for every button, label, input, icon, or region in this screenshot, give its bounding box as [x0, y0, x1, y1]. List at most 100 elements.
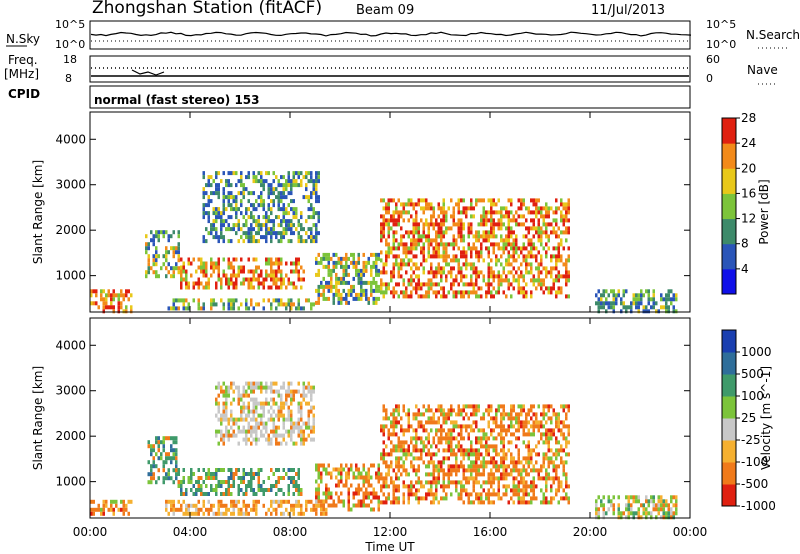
velocity-echo-cell [267, 441, 270, 446]
velocity-echo-cell [395, 496, 398, 501]
velocity-echo-cell [502, 416, 505, 421]
power-echo-cell [432, 290, 435, 295]
velocity-echo-cell [170, 444, 173, 449]
power-echo-cell [460, 274, 463, 279]
power-echo-cell [385, 206, 388, 211]
velocity-echo-cell [495, 452, 498, 457]
power-echo-cell [145, 270, 148, 275]
power-echo-cell [565, 262, 568, 267]
power-echo-cell [180, 298, 183, 303]
power-echo-cell [217, 235, 220, 240]
velocity-echo-cell [317, 467, 320, 472]
power-echo-cell [295, 183, 298, 188]
velocity-echo-cell [425, 444, 428, 449]
power-echo-cell [510, 198, 513, 203]
power-echo-cell [475, 282, 478, 287]
velocity-echo-cell [427, 404, 430, 409]
power-echo-cell [430, 262, 433, 267]
velocity-echo-cell [255, 405, 258, 410]
velocity-echo-cell [150, 480, 153, 485]
power-echo-cell [400, 234, 403, 239]
power-echo-cell [260, 269, 263, 274]
power-echo-cell [390, 214, 393, 219]
power-echo-cell [542, 230, 545, 235]
velocity-echo-cell [297, 468, 300, 472]
power-echo-cell [630, 309, 633, 314]
power-echo-cell [560, 290, 563, 295]
velocity-echo-cell [410, 488, 413, 493]
power-echo-cell [482, 230, 485, 235]
velocity-echo-cell [277, 417, 280, 422]
power-echo-cell [260, 179, 263, 184]
power-echo-cell [487, 290, 490, 295]
power-echo-cell [192, 281, 195, 286]
power-echo-cell [477, 250, 480, 255]
power-echo-cell [310, 227, 313, 232]
power-echo-cell [310, 175, 313, 180]
velocity-echo-cell [415, 468, 418, 473]
velocity-echo-cell [555, 416, 558, 421]
velocity-echo-cell [660, 507, 663, 512]
power-echo-cell [550, 286, 553, 291]
power-echo-cell [362, 268, 365, 273]
velocity-echo-cell [377, 503, 380, 508]
power-echo-cell [492, 294, 495, 299]
velocity-echo-cell [470, 468, 473, 473]
power-echo-cell [210, 199, 213, 204]
velocity-echo-cell [217, 429, 220, 434]
power-echo-cell [212, 211, 215, 216]
power-echo-cell [400, 202, 403, 207]
velocity-echo-cell [562, 460, 565, 465]
power-echo-cell [275, 285, 278, 290]
power-echo-cell [415, 246, 418, 251]
power-echo-cell [440, 242, 443, 247]
power-echo-cell [512, 214, 515, 219]
power-echo-cell [522, 286, 525, 291]
power-echo-cell [552, 226, 555, 231]
power-echo-cell [522, 246, 525, 251]
velocity-echo-cell [382, 456, 385, 461]
power-echo-cell [235, 223, 238, 228]
power-echo-cell [477, 254, 480, 259]
velocity-echo-cell [407, 452, 410, 457]
power-echo-cell [355, 292, 358, 297]
power-echo-cell [365, 280, 368, 285]
power-echo-cell [392, 222, 395, 227]
velocity-echo-cell [630, 511, 633, 516]
velocity-echo-cell [272, 484, 275, 488]
power-echo-cell [457, 206, 460, 211]
power-echo-cell [462, 254, 465, 259]
power-echo-cell [410, 274, 413, 279]
velocity-echo-cell [290, 503, 293, 508]
velocity-echo-cell [502, 484, 505, 489]
velocity-echo-cell [412, 444, 415, 449]
velocity-echo-cell [562, 472, 565, 477]
power-colorbar-swatch [722, 168, 736, 194]
velocity-echo-cell [295, 480, 298, 484]
power-echo-cell [480, 254, 483, 259]
velocity-echo-cell [437, 472, 440, 477]
velocity-echo-cell [602, 515, 605, 520]
power-echo-cell [327, 260, 330, 265]
power-echo-cell [332, 252, 335, 257]
power-ytick-label: 1000 [55, 269, 86, 283]
velocity-echo-cell [510, 472, 513, 477]
power-echo-cell [382, 206, 385, 211]
velocity-echo-cell [227, 492, 230, 496]
power-echo-cell [317, 288, 320, 293]
power-echo-cell [597, 309, 600, 314]
power-echo-cell [182, 269, 185, 274]
power-echo-cell [172, 254, 175, 259]
power-echo-cell [440, 210, 443, 215]
power-echo-cell [277, 231, 280, 236]
velocity-echo-cell [650, 515, 653, 520]
velocity-echo-cell [210, 503, 213, 508]
power-echo-cell [252, 235, 255, 240]
velocity-echo-cell [230, 401, 233, 406]
power-echo-cell [90, 301, 93, 306]
velocity-echo-cell [187, 511, 190, 516]
velocity-echo-cell [192, 484, 195, 488]
power-echo-cell [282, 302, 285, 307]
power-echo-cell [260, 281, 263, 286]
power-echo-cell [295, 265, 298, 270]
